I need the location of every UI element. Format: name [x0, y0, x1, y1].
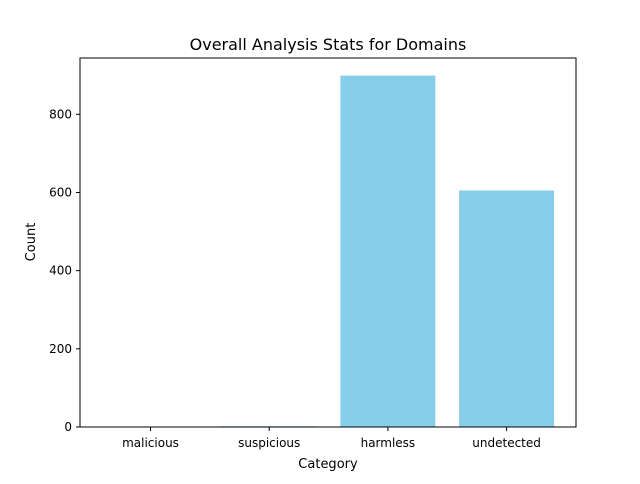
y-tick-label-600: 600	[49, 185, 72, 199]
x-axis-label: Category	[298, 457, 358, 472]
y-tick-label-400: 400	[49, 264, 72, 278]
bar-harmless	[340, 75, 436, 427]
x-tick-label-harmless: harmless	[361, 436, 416, 450]
bar-undetected	[459, 190, 555, 427]
x-tick-label-malicious: malicious	[122, 436, 179, 450]
y-ticks-group: 0 200 400 600 800	[49, 107, 80, 434]
chart-title: Overall Analysis Stats for Domains	[190, 35, 467, 54]
y-tick-label-800: 800	[49, 107, 72, 121]
plot-frame	[79, 57, 577, 428]
bars-group	[221, 75, 555, 427]
y-tick-label-200: 200	[49, 342, 72, 356]
x-ticks-group: malicious suspicious harmless undetected	[122, 427, 541, 450]
y-tick-label-0: 0	[64, 420, 72, 434]
x-tick-label-suspicious: suspicious	[238, 436, 300, 450]
x-tick-label-undetected: undetected	[472, 436, 541, 450]
y-axis-label: Count	[24, 223, 39, 262]
